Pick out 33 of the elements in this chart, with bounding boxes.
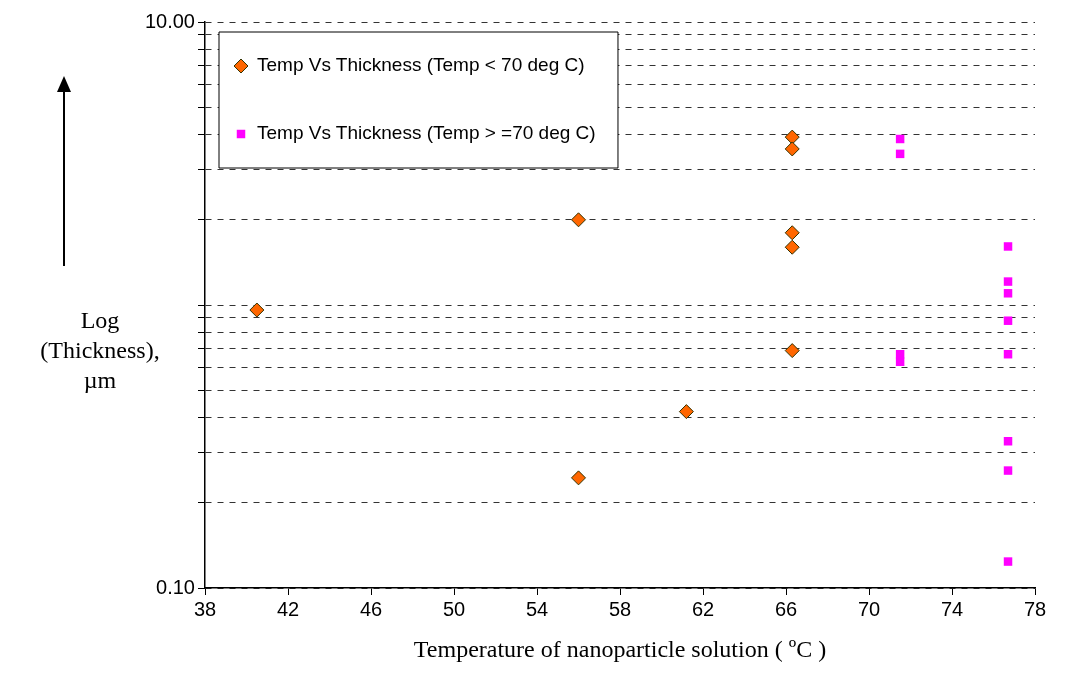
point bbox=[249, 302, 265, 318]
x-tick-label: 66 bbox=[774, 597, 798, 620]
x-tick-label: 46 bbox=[359, 597, 383, 620]
y-tick-label: 0.10 bbox=[156, 575, 195, 598]
x-tick-label: 54 bbox=[525, 597, 549, 620]
x-axis-title: Temperature of nanoparticle solution ( ºC ) bbox=[412, 636, 828, 663]
point bbox=[1003, 277, 1013, 286]
x-tick-label: 74 bbox=[940, 597, 964, 620]
point bbox=[784, 239, 800, 255]
x-tick-label: 78 bbox=[1023, 597, 1047, 620]
y-tick-label: 10.00 bbox=[144, 9, 195, 32]
point bbox=[678, 404, 694, 420]
legend-label: Temp Vs Thickness (Temp < 70 deg C) bbox=[257, 54, 585, 76]
x-tick-label: 42 bbox=[276, 597, 300, 620]
point bbox=[1003, 242, 1013, 251]
point bbox=[1003, 289, 1013, 298]
x-tick-label: 38 bbox=[193, 597, 217, 620]
point bbox=[784, 129, 800, 145]
legend-label: Temp Vs Thickness (Temp > =70 deg C) bbox=[257, 122, 596, 144]
y-axis-title: Log (Thickness), µm bbox=[40, 306, 160, 395]
point bbox=[571, 470, 586, 486]
x-tick-label: 70 bbox=[857, 597, 881, 620]
x-tick-label: 50 bbox=[442, 597, 466, 620]
point bbox=[784, 141, 800, 157]
point bbox=[1003, 316, 1013, 325]
point bbox=[784, 343, 800, 359]
x-tick-label: 58 bbox=[608, 597, 632, 620]
point bbox=[1003, 466, 1013, 475]
point bbox=[571, 212, 586, 228]
point bbox=[1003, 437, 1013, 446]
point bbox=[1003, 557, 1013, 566]
point bbox=[784, 225, 800, 241]
x-tick-label: 62 bbox=[691, 597, 715, 620]
